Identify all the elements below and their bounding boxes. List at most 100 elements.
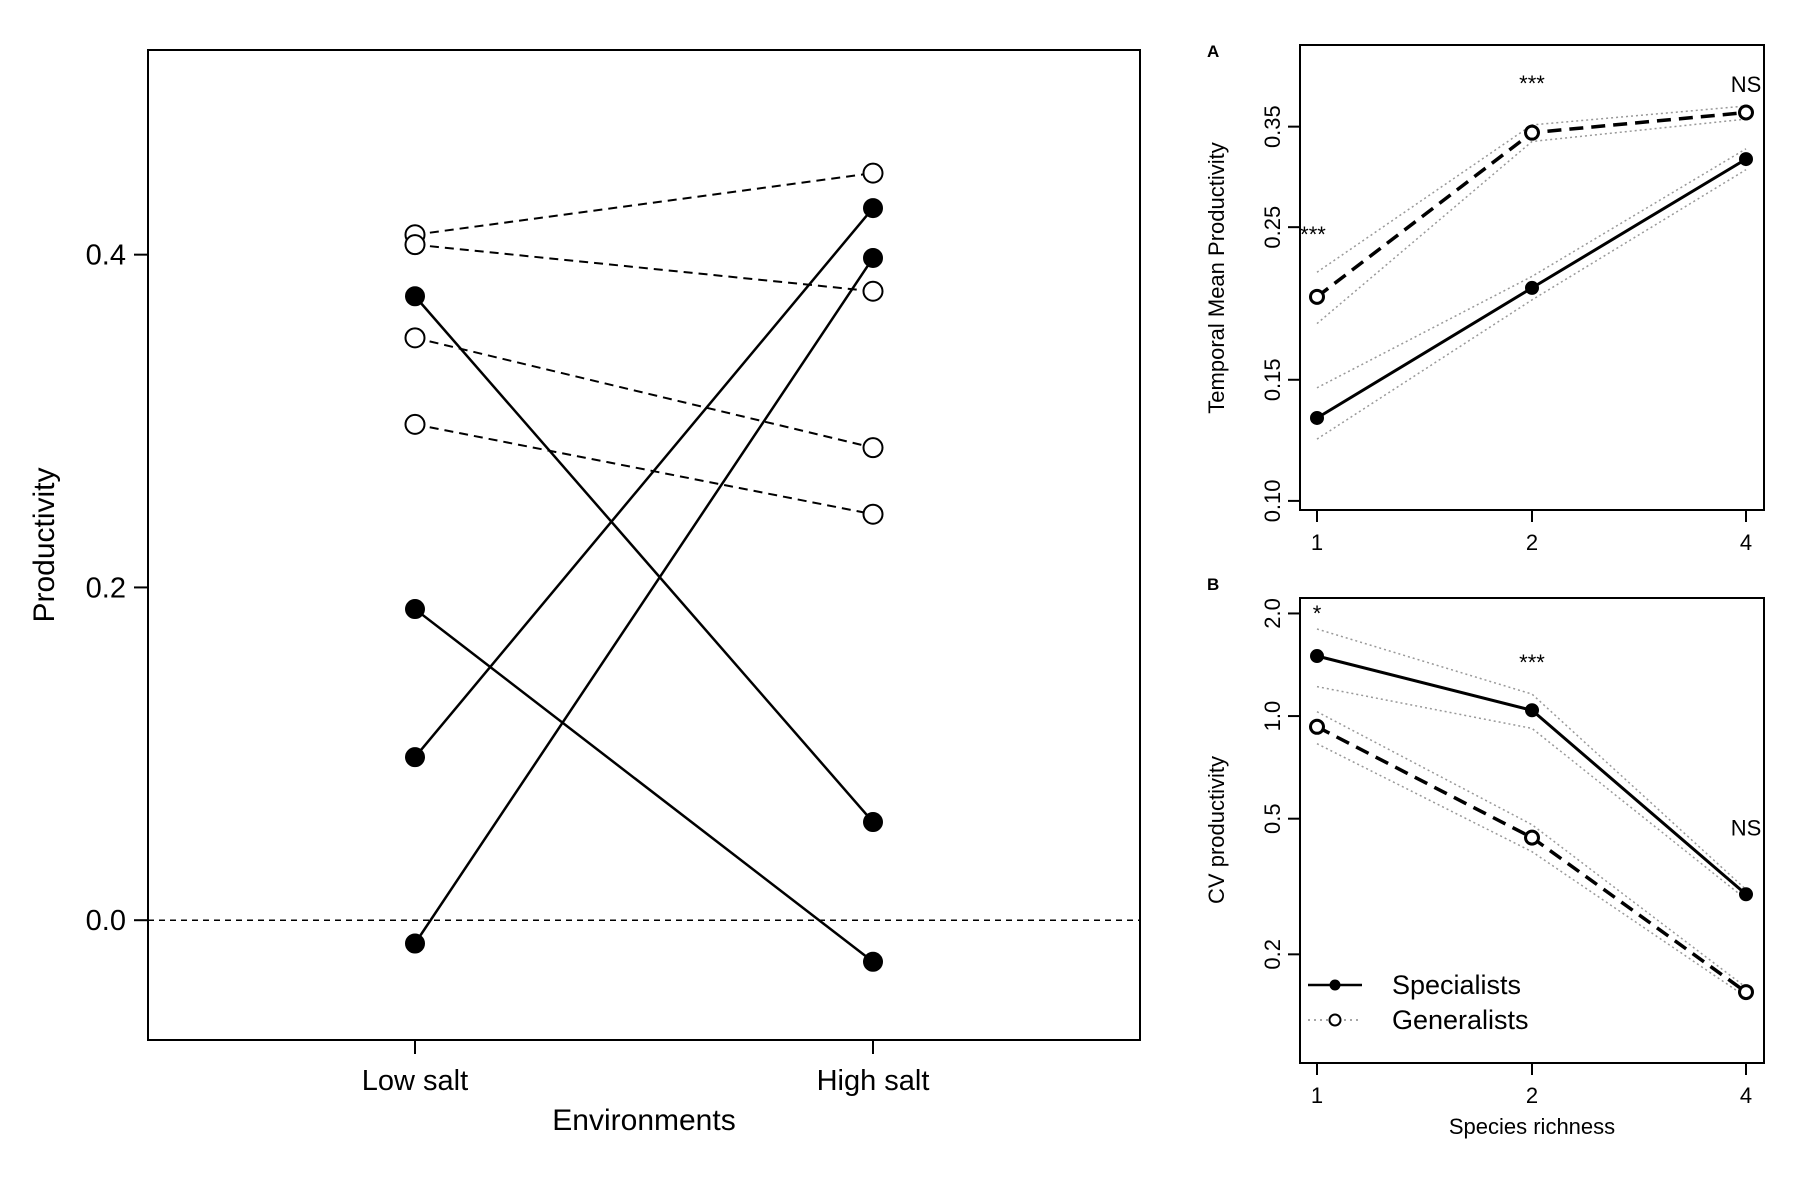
series-line-generalist-7 — [414, 423, 874, 516]
panel-a-x-axis: 1 2 4 — [1311, 510, 1752, 555]
series-line-specialist-1 — [414, 608, 874, 963]
series-line-generalist-6 — [414, 336, 874, 449]
b-significance-2: *** — [1519, 650, 1545, 675]
panel-b-y-axis: 0.2 0.5 1.0 2.0 — [1260, 598, 1300, 970]
panel-a-confidence-bands — [1316, 105, 1747, 440]
panel-b-series-points — [1309, 649, 1754, 1001]
productivity-panel: 0.0 0.2 0.4 Low salt High salt Environments… — [28, 49, 1141, 1137]
a-significance-4: NS — [1731, 72, 1762, 97]
a-x-tick-label-0: 1 — [1311, 530, 1323, 555]
a-y-tick-label-1: 0.15 — [1260, 358, 1285, 401]
point-specialist-2-low-salt — [405, 747, 425, 768]
point-specialist-1-low-salt — [405, 599, 425, 620]
left-series-points — [404, 162, 884, 972]
b-ci-upper-generalists — [1316, 711, 1747, 988]
a-point-specialist-2 — [1525, 280, 1539, 295]
panel-a-y-axis: 0.10 0.15 0.25 0.35 — [1260, 105, 1300, 522]
series-line-generalist-4 — [414, 172, 874, 236]
series-line-specialist-2 — [414, 207, 874, 758]
legend: Specialists Generalists — [1308, 970, 1529, 1035]
b-point-generalists-4 — [1738, 984, 1754, 1001]
legend-generalists-label: Generalists — [1392, 1005, 1529, 1035]
panel-b-confidence-bands — [1316, 628, 1747, 998]
panel-b-x-axis: 1 2 4 — [1311, 1063, 1752, 1108]
point-generalist-4-high-salt — [862, 162, 884, 184]
panel-b-y-axis-title: CV productivity — [1204, 756, 1229, 904]
a-x-tick-label-2: 4 — [1740, 530, 1752, 555]
b-point-specialists-2 — [1525, 703, 1539, 718]
a-point-generalist-2 — [1524, 124, 1540, 141]
b-x-tick-label-0: 1 — [1311, 1083, 1323, 1108]
point-specialist-3-low-salt — [405, 933, 425, 954]
panel-a-series-points — [1309, 104, 1754, 425]
a-significance-2: *** — [1519, 71, 1545, 96]
b-y-tick-label-2: 1.0 — [1260, 701, 1285, 732]
a-y-tick-label-3: 0.35 — [1260, 105, 1285, 148]
a-ci-lower-generalist — [1316, 118, 1747, 325]
point-generalist-5-high-salt — [862, 280, 884, 302]
point-specialist-1-high-salt — [863, 951, 883, 972]
panel-a-label: A — [1207, 42, 1219, 61]
panel-a-significance-labels: *** *** NS — [1300, 71, 1761, 247]
a-point-generalist-1 — [1309, 288, 1325, 305]
left-x-tick-label-0: Low salt — [362, 1065, 468, 1097]
point-specialist-3-high-salt — [863, 247, 883, 268]
left-plot-frame — [147, 49, 1141, 1041]
left-y-axis: 0.0 0.2 0.4 — [86, 240, 148, 937]
b-point-generalists-2 — [1524, 829, 1540, 846]
left-y-tick-label-2: 0.4 — [86, 240, 126, 272]
left-x-axis: Low salt High salt — [362, 1040, 930, 1097]
b-point-specialists-1 — [1310, 649, 1324, 664]
b-line-specialists — [1316, 654, 1747, 896]
left-y-tick-label-0: 0.0 — [86, 905, 126, 937]
a-significance-1: *** — [1300, 222, 1326, 247]
panel-a: A *** *** NS 0.10 0.15 0.25 0.35 1 2 4 Temporal… — [1204, 42, 1765, 555]
panel-b-x-axis-title: Species richness — [1449, 1114, 1615, 1139]
point-generalist-7-high-salt — [862, 503, 884, 525]
b-ci-lower-generalists — [1316, 743, 1747, 998]
legend-specialists-label: Specialists — [1392, 970, 1521, 1000]
b-ci-lower-specialists — [1316, 685, 1747, 900]
b-significance-1: * — [1313, 601, 1322, 626]
a-point-specialist-1 — [1310, 410, 1324, 425]
b-significance-4: NS — [1731, 815, 1762, 840]
b-x-tick-label-1: 2 — [1526, 1083, 1538, 1108]
a-point-generalist-4 — [1738, 104, 1754, 121]
point-specialist-2-high-salt — [863, 198, 883, 219]
left-y-tick-label-1: 0.2 — [86, 572, 126, 604]
b-y-tick-label-3: 2.0 — [1260, 598, 1285, 629]
b-x-tick-label-2: 4 — [1740, 1083, 1752, 1108]
b-point-generalists-1 — [1309, 718, 1325, 735]
point-generalist-7-low-salt — [404, 413, 426, 435]
point-generalist-6-high-salt — [862, 437, 884, 459]
left-y-axis-title: Productivity — [28, 467, 61, 622]
b-y-tick-label-1: 0.5 — [1260, 803, 1285, 834]
a-y-tick-label-2: 0.25 — [1260, 206, 1285, 249]
legend-specialists-marker — [1329, 979, 1341, 991]
legend-generalists-marker — [1328, 1013, 1342, 1027]
b-point-specialists-4 — [1739, 887, 1753, 902]
panel-a-y-axis-title: Temporal Mean Productivity — [1204, 142, 1229, 413]
b-y-tick-label-0: 0.2 — [1260, 939, 1285, 970]
left-series-lines — [413, 172, 875, 963]
point-specialist-0-low-salt — [405, 286, 425, 307]
a-x-tick-label-1: 2 — [1526, 530, 1538, 555]
panel-a-frame — [1299, 44, 1765, 511]
point-specialist-0-high-salt — [863, 812, 883, 833]
a-ci-lower-specialist — [1316, 169, 1747, 440]
a-point-specialist-4 — [1739, 152, 1753, 167]
point-generalist-6-low-salt — [404, 327, 426, 349]
panel-b-significance-labels: ****NS — [1313, 601, 1762, 840]
panel-a-series-lines — [1315, 110, 1747, 420]
point-generalist-5-low-salt — [404, 234, 426, 256]
a-ci-upper-specialist — [1316, 148, 1747, 389]
left-x-tick-label-1: High salt — [817, 1065, 930, 1097]
left-x-axis-title: Environments — [552, 1104, 735, 1137]
panel-b-label: B — [1207, 575, 1219, 594]
series-line-generalist-5 — [414, 243, 874, 293]
series-line-specialist-0 — [414, 295, 874, 823]
b-line-generalists — [1316, 725, 1748, 994]
series-line-specialist-3 — [413, 257, 875, 945]
